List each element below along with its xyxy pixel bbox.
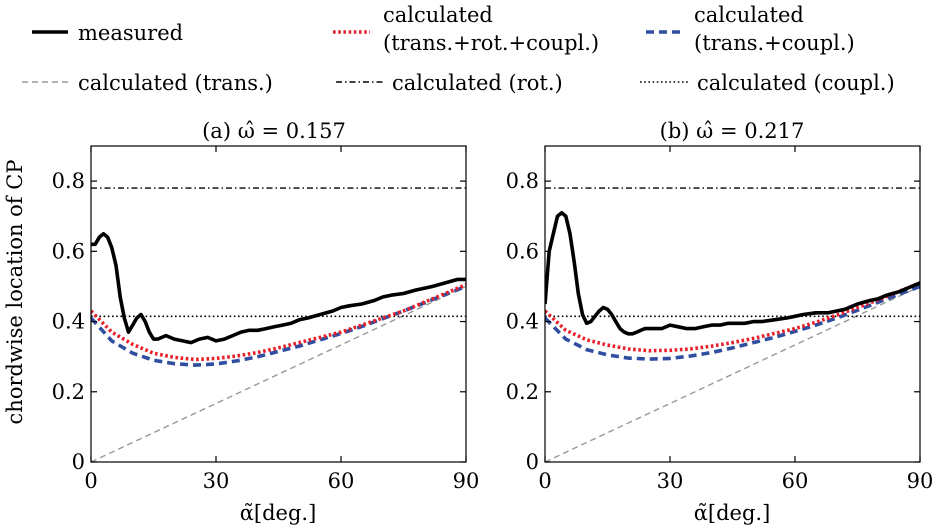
x-tick-label-a: 90 — [453, 469, 480, 493]
legend-label-calculated-trans: calculated (trans.) — [78, 71, 273, 95]
series-line-calculated-full-a — [91, 283, 466, 362]
chart-title-b: (b) ω̂ = 0.217 — [660, 119, 805, 143]
series-line-calculated-full-b — [545, 281, 920, 353]
legend-label-calculated-trans-coupl-line2: (trans.+coupl.) — [694, 31, 855, 55]
y-tick-label-a: 0.2 — [52, 380, 85, 404]
legend-label-measured: measured — [78, 21, 183, 45]
legend-label-calculated-full-line1: calculated — [383, 3, 493, 27]
legend-label-calculated-full-line2: (trans.+rot.+coupl.) — [383, 31, 599, 55]
series-line-measured-a — [91, 232, 466, 345]
series-group-a — [91, 187, 466, 462]
y-tick-label-a: 0.8 — [52, 169, 85, 193]
x-tick-label-a: 30 — [203, 469, 230, 493]
y-tick-label-b: 0.6 — [506, 239, 539, 263]
y-tick-label-a: 0.4 — [52, 310, 85, 334]
series-group-b — [545, 187, 920, 462]
y-axis-label: chordwise location of CP — [3, 160, 27, 425]
x-axis-label-b: α̃[deg.] — [694, 501, 771, 525]
x-tick-label-b: 0 — [538, 469, 551, 493]
chart-panel-b: (b) ω̂ = 0.217 0 30 60 90 0 0.2 0.4 0.6 0.8 α̃[deg… — [506, 119, 934, 525]
legend-item-calculated-coupl: calculated (coupl.) — [640, 71, 895, 95]
series-line-calculated-trans-a — [91, 285, 466, 462]
x-tick-label-b: 90 — [907, 469, 934, 493]
legend-label-calculated-trans-coupl-line1: calculated — [694, 3, 804, 27]
legend: measured calculated (trans.+rot.+coupl.)… — [22, 3, 895, 95]
y-tick-label-b: 0 — [526, 450, 539, 474]
y-tick-label-b: 0.8 — [506, 169, 539, 193]
chart-panel-a: (a) ω̂ = 0.157 0 30 60 90 0 0.2 0.4 0.6 0.8 α̃[deg… — [52, 119, 480, 525]
x-tick-label-a: 0 — [84, 469, 97, 493]
y-tick-label-b: 0.2 — [506, 380, 539, 404]
legend-item-measured: measured — [32, 21, 183, 45]
legend-item-calculated-trans: calculated (trans.) — [22, 71, 273, 95]
legend-label-calculated-coupl: calculated (coupl.) — [697, 71, 895, 95]
legend-item-calculated-rot: calculated (rot.) — [336, 71, 563, 95]
plot-frame-b — [544, 145, 921, 463]
legend-label-calculated-rot: calculated (rot.) — [392, 71, 563, 95]
x-axis-label-a: α̃[deg.] — [240, 501, 317, 525]
series-line-calculated-trans-coupl-b — [545, 284, 920, 361]
legend-item-calculated-trans-coupl: calculated (trans.+coupl.) — [646, 3, 855, 55]
y-tick-label-a: 0.6 — [52, 239, 85, 263]
y-tick-label-b: 0.4 — [506, 310, 539, 334]
x-tick-label-a: 60 — [328, 469, 355, 493]
x-tick-label-b: 60 — [782, 469, 809, 493]
series-line-measured-b — [545, 210, 920, 336]
chart-title-a: (a) ω̂ = 0.157 — [202, 119, 346, 143]
x-tick-label-b: 30 — [657, 469, 684, 493]
plot-frame-a — [90, 145, 467, 463]
series-line-calculated-trans-b — [545, 285, 920, 462]
legend-item-calculated-full: calculated (trans.+rot.+coupl.) — [333, 3, 599, 55]
y-tick-label-a: 0 — [72, 450, 85, 474]
